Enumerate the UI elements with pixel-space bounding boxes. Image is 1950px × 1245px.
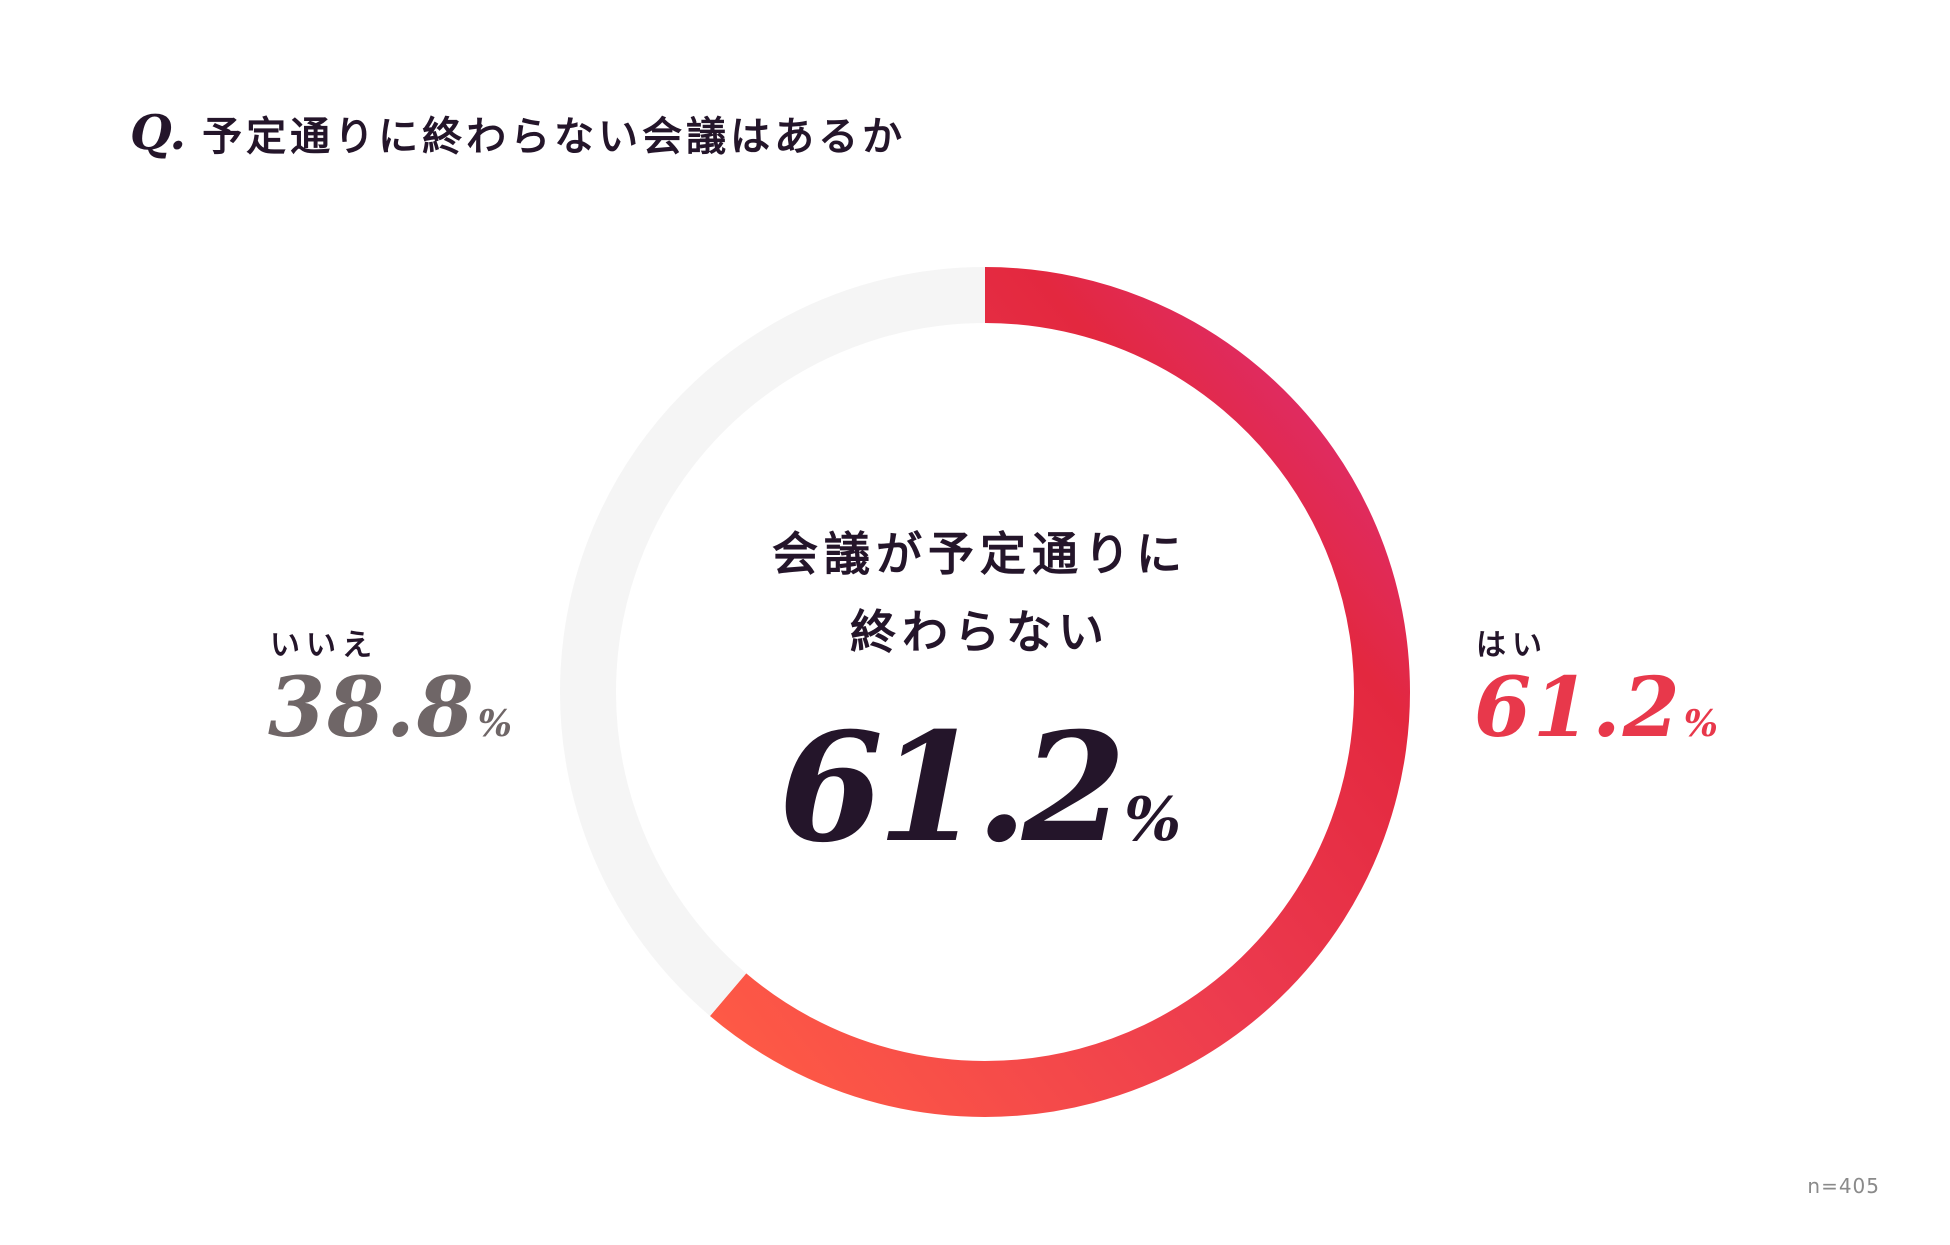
yes-label: はい — [1476, 628, 1548, 663]
center-value-number: 61.2 — [778, 700, 1126, 876]
slice-yes — [710, 267, 1410, 1117]
center-value: 61.2% — [730, 700, 1230, 876]
slice-no — [560, 267, 986, 1017]
no-value-number: 38.8 — [268, 660, 476, 756]
question-text: 予定通りに終わらない会議はあるか — [202, 114, 907, 160]
yes-value-number: 61.2 — [1474, 660, 1682, 756]
sample-size: n=405 — [1807, 1174, 1880, 1198]
center-value-unit: % — [1124, 785, 1182, 855]
yes-value-unit: % — [1683, 703, 1718, 745]
donut-slices — [560, 267, 1410, 1117]
yes-value: 61.2% — [1474, 660, 1718, 756]
no-value: 38.8% — [268, 660, 512, 756]
center-title: 会議が予定通りに 終わらない — [680, 515, 1280, 671]
center-title-line1: 会議が予定通りに — [772, 527, 1188, 581]
question-prefix: Q. — [130, 105, 187, 161]
question-heading: Q. 予定通りに終わらない会議はあるか — [130, 98, 906, 168]
no-label: いいえ — [270, 628, 378, 663]
no-value-unit: % — [477, 703, 512, 745]
center-title-line2: 終わらない — [850, 605, 1110, 659]
